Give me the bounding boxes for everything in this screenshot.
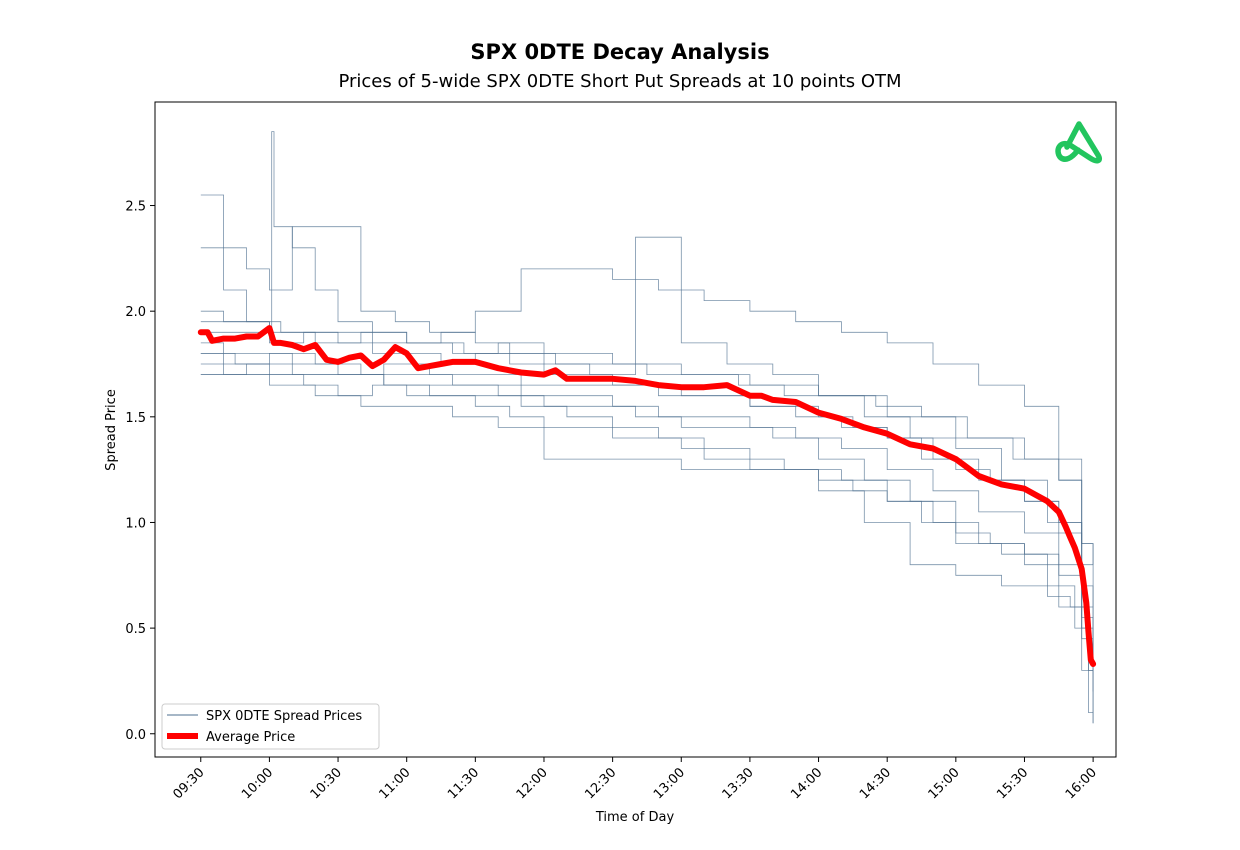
- y-tick-label-5: 2.5: [125, 200, 146, 215]
- x-tick-label-7: 13:00: [651, 765, 688, 802]
- x-tick-label-11: 15:00: [926, 765, 963, 802]
- average-series: [197, 325, 1097, 667]
- legend-box: [161, 703, 380, 750]
- spread-series-4: [200, 353, 1094, 671]
- x-tick-label-8: 13:30: [720, 765, 757, 802]
- x-tick-label-13: 16:00: [1063, 765, 1100, 802]
- series-layer: [200, 131, 1094, 724]
- y-axis-label: Spread Price: [104, 389, 119, 471]
- spread-series-1: [200, 226, 1094, 607]
- x-tick-label-5: 12:00: [514, 765, 551, 802]
- x-axis: 09:30 10:00 10:30 11:00 11:30 12:00 12:30 13:00…: [170, 757, 1100, 802]
- x-tick-label-9: 14:00: [788, 765, 825, 802]
- y-tick-label-1: 0.5: [125, 622, 146, 637]
- y-tick-label-3: 1.5: [125, 411, 146, 426]
- x-tick-label-12: 15:30: [994, 765, 1031, 802]
- x-tick-label-2: 10:30: [308, 765, 345, 802]
- y-tick-label-2: 1.0: [125, 516, 146, 531]
- x-tick-label-4: 11:30: [445, 765, 482, 802]
- y-tick-label-4: 2.0: [125, 305, 146, 320]
- spread-series-8: [200, 321, 1094, 565]
- chart-title: SPX 0DTE Decay Analysis: [470, 40, 770, 64]
- x-tick-label-1: 10:00: [239, 765, 276, 802]
- plot-area: [154, 101, 1117, 758]
- x-tick-label-10: 14:30: [857, 765, 894, 802]
- legend-label-average: Average Price: [206, 730, 295, 745]
- logo-icon: [1055, 121, 1103, 164]
- legend: SPX 0DTE Spread Prices Average Price: [161, 703, 380, 750]
- y-tick-label-0: 0.0: [125, 728, 146, 743]
- legend-label-spread: SPX 0DTE Spread Prices: [206, 709, 362, 724]
- x-tick-label-0: 09:30: [170, 765, 207, 802]
- spread-series-10: [200, 353, 1094, 660]
- x-axis-label: Time of Day: [595, 810, 675, 825]
- average-layer: [197, 325, 1097, 667]
- chart-subtitle: Prices of 5-wide SPX 0DTE Short Put Spre…: [338, 71, 902, 92]
- x-tick-label-3: 11:00: [376, 765, 413, 802]
- x-tick-label-6: 12:30: [582, 765, 619, 802]
- y-axis: 0.0 0.5 1.0 1.5 2.0 2.5: [125, 200, 155, 743]
